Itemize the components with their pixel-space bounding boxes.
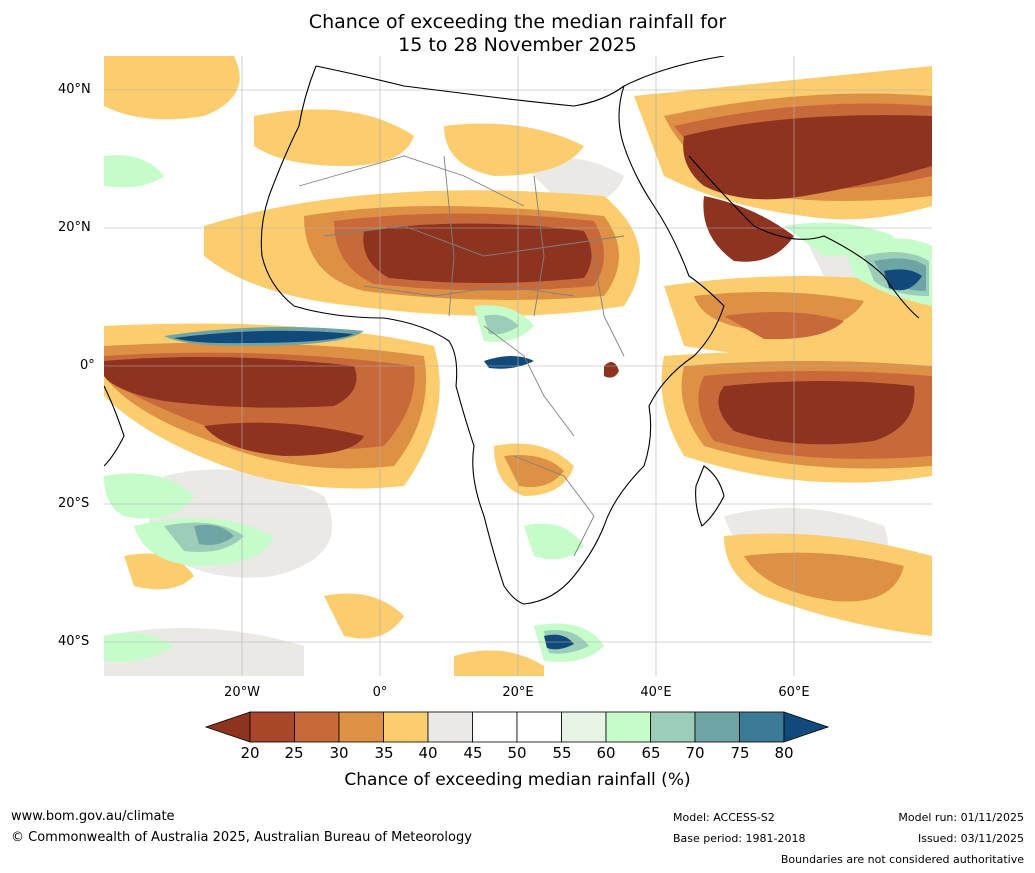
colorbar-tick-45: 45 [463,744,483,762]
colorbar-tick-35: 35 [374,744,394,762]
colorbar-tick-40: 40 [418,744,438,762]
colorbar-over-triangle [783,711,830,743]
lat-label-40n: 40°N [58,82,91,97]
colorbar [204,711,830,743]
colorbar-swatch-0 [249,711,295,743]
disclaimer-text: Boundaries are not considered authoritat… [780,853,1024,866]
lat-label-40s: 40°S [58,634,90,649]
colorbar-tick-30: 30 [329,744,349,762]
colorbar-swatch-9 [650,711,696,743]
colorbar-swatch-5 [472,711,518,743]
colorbar-tick-50: 50 [507,744,527,762]
colorbar-swatch-3 [383,711,429,743]
colorbar-under-triangle [204,711,251,743]
base-period-text: Base period: 1981-2018 [673,832,806,845]
lon-label-40e: 40°E [640,685,672,700]
colorbar-swatch-8 [605,711,651,743]
colorbar-title: Chance of exceeding median rainfall (%) [344,770,691,790]
colorbar-tick-55: 55 [552,744,572,762]
colorbar-tick-70: 70 [685,744,705,762]
colorbar-swatch-4 [427,711,473,743]
lon-label-20w: 20°W [224,685,260,700]
lat-label-20s: 20°S [58,496,90,511]
lon-label-0: 0° [372,685,388,700]
copyright-text: © Commonwealth of Australia 2025, Austra… [11,830,472,845]
colorbar-tick-60: 60 [596,744,616,762]
very-wet-patches [174,269,922,650]
colorbar-swatch-2 [338,711,384,743]
lon-label-60e: 60°E [778,685,810,700]
rainfall-map-svg [104,56,932,676]
colorbar-tick-75: 75 [730,744,750,762]
website-link[interactable]: www.bom.gov.au/climate [11,809,175,824]
lon-label-20e: 20°E [502,685,534,700]
rainfall-map[interactable] [104,56,932,676]
colorbar-swatch-1 [294,711,340,743]
lat-label-0: 0° [80,358,95,373]
colorbar-swatch-10 [694,711,740,743]
model-run-text: Model run: 01/11/2025 [898,811,1024,824]
model-text: Model: ACCESS-S2 [673,811,775,824]
colorbar-tick-25: 25 [284,744,304,762]
colorbar-swatch-6 [516,711,562,743]
colorbar-swatch-11 [739,711,785,743]
country-borders [298,155,625,557]
lat-label-20n: 20°N [58,220,91,235]
coastlines [104,56,920,605]
colorbar-swatch-7 [561,711,607,743]
issued-text: Issued: 03/11/2025 [917,832,1024,845]
colorbar-tick-65: 65 [641,744,661,762]
colorbar-tick-80: 80 [774,744,794,762]
colorbar-tick-20: 20 [240,744,260,762]
map-title-line2: 15 to 28 November 2025 [398,34,637,56]
map-title-line1: Chance of exceeding the median rainfall … [308,11,727,33]
very-dry-patches [104,115,932,456]
graticule [104,56,932,676]
